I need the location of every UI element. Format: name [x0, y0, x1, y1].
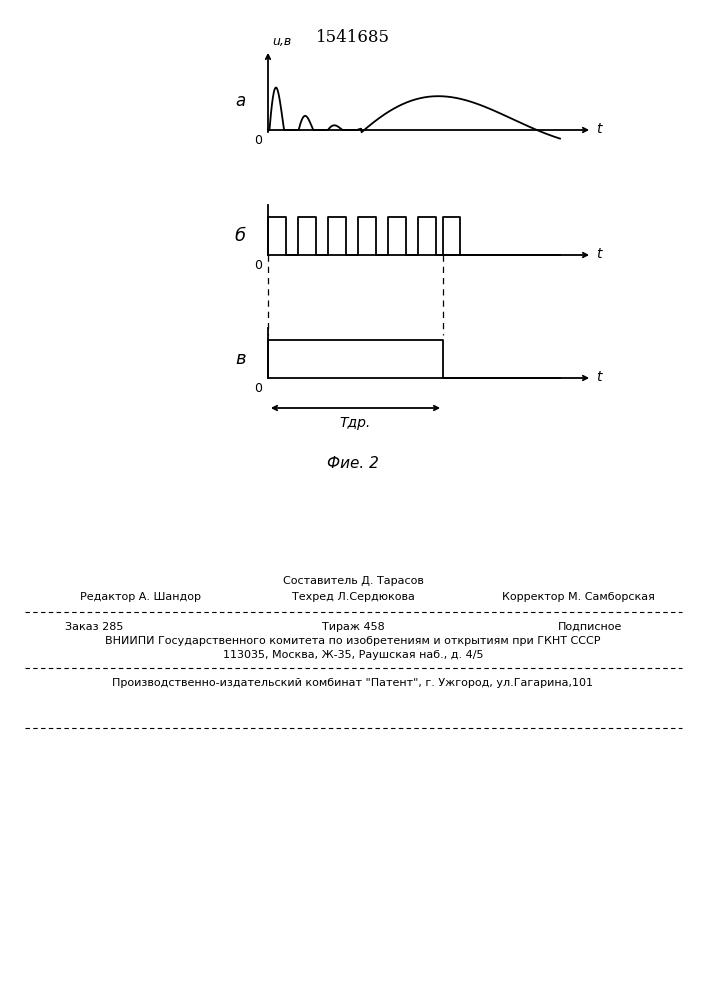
Text: Корректор М. Самборская: Корректор М. Самборская — [502, 592, 655, 602]
Text: 1541685: 1541685 — [316, 29, 390, 46]
Text: Составитель Д. Тарасов: Составитель Д. Тарасов — [283, 576, 423, 586]
Text: ВНИИПИ Государственного комитета по изобретениям и открытиям при ГКНТ СССР: ВНИИПИ Государственного комитета по изоб… — [105, 636, 601, 646]
Text: 0: 0 — [254, 134, 262, 147]
Text: t: t — [596, 122, 602, 136]
Text: в: в — [235, 350, 246, 368]
Text: t: t — [596, 247, 602, 261]
Text: Техред Л.Сердюкова: Техред Л.Сердюкова — [291, 592, 414, 602]
Text: б: б — [235, 227, 246, 245]
Text: Производственно-издательский комбинат "Патент", г. Ужгород, ул.Гагарина,101: Производственно-издательский комбинат "П… — [112, 678, 593, 688]
Text: u,в: u,в — [272, 35, 291, 48]
Text: Тираж 458: Тираж 458 — [322, 622, 385, 632]
Text: Подписное: Подписное — [558, 622, 622, 632]
Text: Фие. 2: Фие. 2 — [327, 456, 379, 472]
Text: 0: 0 — [254, 382, 262, 395]
Text: t: t — [596, 370, 602, 384]
Text: 113035, Москва, Ж-35, Раушская наб., д. 4/5: 113035, Москва, Ж-35, Раушская наб., д. … — [223, 650, 484, 660]
Text: а: а — [235, 92, 246, 110]
Text: Редактор А. Шандор: Редактор А. Шандор — [80, 592, 201, 602]
Text: Заказ 285: Заказ 285 — [65, 622, 124, 632]
Text: Tдр.: Tдр. — [340, 416, 371, 430]
Text: 0: 0 — [254, 259, 262, 272]
